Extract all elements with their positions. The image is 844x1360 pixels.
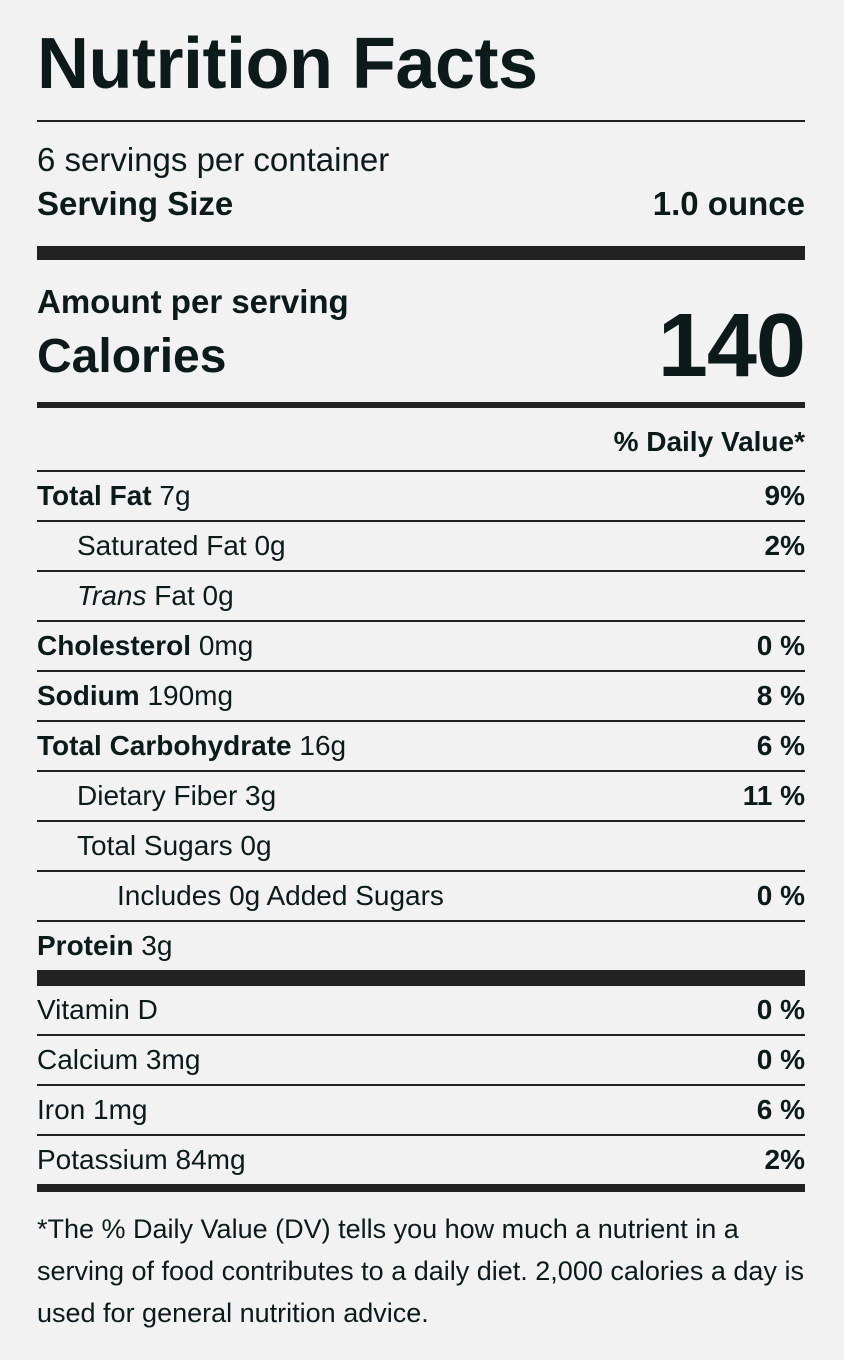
thick-divider	[37, 246, 805, 260]
nutrient-dv: 2%	[764, 530, 805, 561]
serving-size-value: 1.0 ounce	[652, 185, 805, 222]
calories-divider	[37, 402, 805, 408]
row-divider	[37, 1084, 805, 1086]
vitamin-row-vitamin-d: Vitamin D 0 %	[37, 986, 805, 1034]
nutrient-dv: 0 %	[756, 630, 805, 661]
thick-divider	[37, 970, 805, 986]
nutrient-amount: 7g	[159, 480, 191, 511]
nutrient-name: Potassium	[37, 1144, 168, 1175]
nutrient-row-cholesterol: Cholesterol 0mg 0 %	[37, 622, 805, 670]
nutrient-dv: 9%	[764, 480, 805, 511]
nutrient-amount: 3g	[141, 930, 173, 961]
nutrient-row-total-sugars: Total Sugars 0g	[37, 822, 805, 870]
nutrient-dv: 6 %	[756, 1094, 805, 1125]
row-divider	[37, 720, 805, 722]
nutrient-amount: 1mg	[93, 1094, 148, 1125]
row-divider	[37, 620, 805, 622]
calories-label: Calories	[37, 330, 227, 383]
nutrient-amount: 0mg	[198, 630, 254, 661]
nutrient-dv: 2%	[764, 1144, 805, 1175]
nutrient-row-total-carbohydrate: Total Carbohydrate 16g 6 %	[37, 722, 805, 770]
title-divider	[37, 120, 805, 122]
servings-per-container: 6 servings per container	[37, 141, 390, 178]
nutrient-name: Dietary Fiber	[77, 780, 238, 811]
nutrient-name: Protein	[37, 930, 134, 961]
row-divider	[37, 770, 805, 772]
row-divider	[37, 670, 805, 672]
nutrient-amount: 0g	[202, 580, 234, 611]
nutrient-name: Total Carbohydrate	[37, 730, 292, 761]
nutrient-amount: 3mg	[145, 1044, 201, 1075]
calories-value: 140	[657, 296, 806, 396]
row-divider	[37, 920, 805, 922]
row-divider	[37, 870, 805, 872]
nutrient-name: Iron	[37, 1094, 86, 1125]
row-divider	[37, 570, 805, 572]
label-title: Nutrition Facts	[37, 24, 538, 104]
nutrient-name: Includes 0g Added Sugars	[117, 880, 444, 911]
serving-size-label: Serving Size	[37, 185, 234, 222]
nutrient-dv: 6 %	[756, 730, 805, 761]
serving-size-row: Serving Size 1.0 ounce	[37, 184, 805, 224]
nutrient-name: Total Fat	[37, 480, 152, 511]
nutrient-amount: 16g	[299, 730, 347, 761]
nutrient-row-dietary-fiber: Dietary Fiber 3g 11 %	[37, 772, 805, 820]
vitamin-row-calcium: Calcium 3mg 0 %	[37, 1036, 805, 1084]
nutrient-row-trans-fat: Trans Fat 0g	[37, 572, 805, 620]
amount-per-serving: Amount per serving	[37, 283, 349, 320]
nutrient-name: Saturated Fat	[77, 530, 247, 561]
nutrient-dv: 0 %	[756, 880, 805, 911]
nutrient-name: Fat	[154, 580, 195, 611]
nutrient-amount: 0g	[240, 830, 272, 861]
nutrient-amount: 190mg	[147, 680, 234, 711]
nutrient-dv: 8 %	[756, 680, 805, 711]
row-divider	[37, 520, 805, 522]
row-divider	[37, 1134, 805, 1136]
nutrient-name-italic: Trans	[77, 580, 147, 611]
footnote-divider	[37, 1184, 805, 1192]
row-divider	[37, 1034, 805, 1036]
nutrient-amount: 84mg	[175, 1144, 246, 1175]
nutrient-dv: 11 %	[742, 780, 805, 811]
nutrient-name: Cholesterol	[37, 630, 192, 661]
row-divider	[37, 820, 805, 822]
vitamin-row-iron: Iron 1mg 6 %	[37, 1086, 805, 1134]
nutrient-dv: 0 %	[756, 1044, 805, 1075]
nutrient-row-added-sugars: Includes 0g Added Sugars 0 %	[37, 872, 805, 920]
nutrient-name: Total Sugars	[77, 830, 233, 861]
nutrient-name: Calcium	[37, 1044, 139, 1075]
vitamin-row-potassium: Potassium 84mg 2%	[37, 1136, 805, 1184]
nutrient-dv: 0 %	[756, 994, 805, 1025]
row-divider	[37, 470, 805, 472]
nutrient-row-total-fat: Total Fat 7g 9%	[37, 472, 805, 520]
daily-value-footnote: *The % Daily Value (DV) tells you how mu…	[37, 1214, 804, 1328]
nutrient-row-sodium: Sodium 190mg 8 %	[37, 672, 805, 720]
nutrient-amount: 3g	[245, 780, 277, 811]
nutrient-row-protein: Protein 3g	[37, 922, 805, 970]
nutrient-name: Vitamin D	[37, 994, 158, 1025]
nutrient-name: Sodium	[37, 680, 140, 711]
nutrient-row-saturated-fat: Saturated Fat 0g 2%	[37, 522, 805, 570]
nutrient-amount: 0g	[254, 530, 286, 561]
daily-value-header: % Daily Value*	[613, 426, 805, 457]
